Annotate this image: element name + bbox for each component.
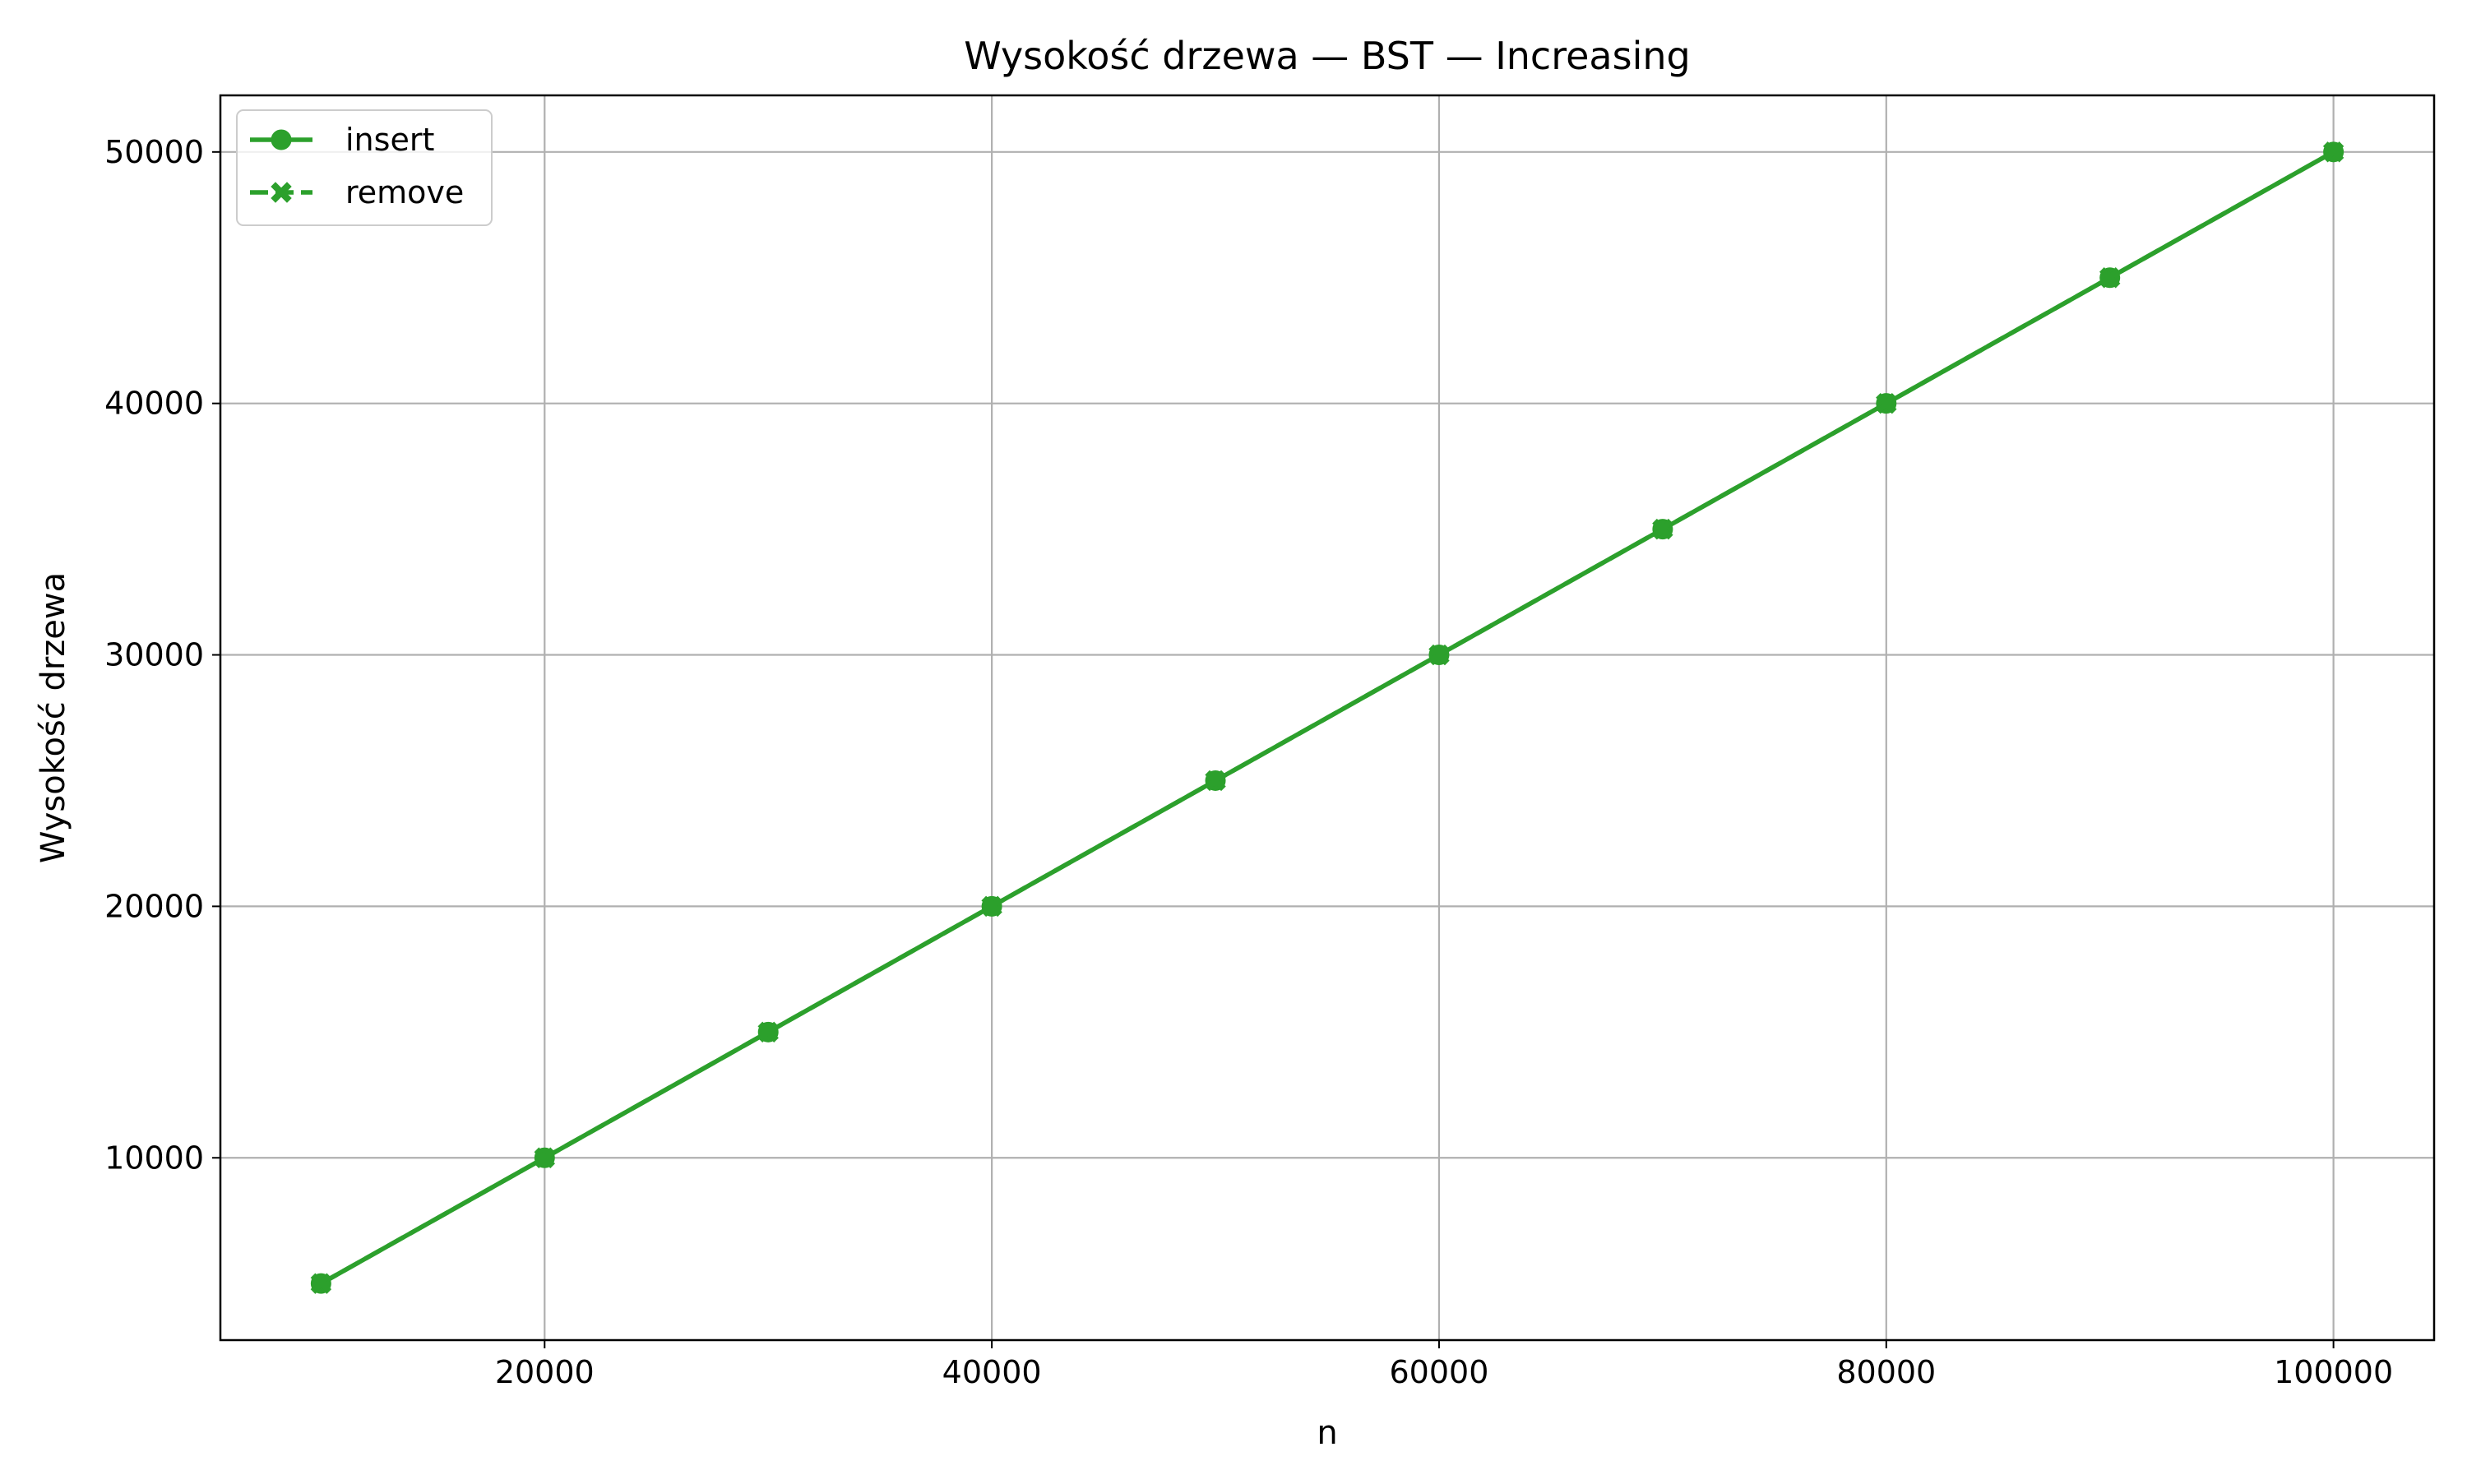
chart-title: Wysokość drzewa — BST — Increasing <box>964 34 1690 78</box>
data-point-remove <box>981 895 1002 918</box>
data-point-remove <box>2322 141 2344 163</box>
x-tick-label: 40000 <box>942 1354 1042 1390</box>
legend-item-insert: insert <box>250 122 434 158</box>
y-tick-label: 20000 <box>104 888 204 924</box>
data-point-remove <box>534 1147 555 1168</box>
x-axis-label: n <box>1317 1414 1337 1452</box>
legend-label: insert <box>345 122 434 158</box>
data-point-remove <box>1205 770 1226 792</box>
series-layer <box>310 141 2344 1294</box>
y-tick-label: 30000 <box>104 637 204 673</box>
legend-marker <box>271 182 292 203</box>
data-point-remove <box>310 1273 332 1294</box>
data-point-remove <box>2099 267 2121 289</box>
series-line-remove <box>320 150 2335 1286</box>
legend-label: remove <box>345 174 464 210</box>
series-remove <box>310 141 2344 1294</box>
y-axis-label: Wysokość drzewa <box>35 572 72 863</box>
legend: insert remove <box>236 109 493 226</box>
x-tick-label: 80000 <box>1836 1354 1936 1390</box>
data-point-remove <box>1652 518 1673 540</box>
y-tick-label: 40000 <box>104 386 204 422</box>
legend-item-remove: remove <box>250 174 464 210</box>
grid <box>220 95 2434 1340</box>
x-tick-label: 20000 <box>495 1354 595 1390</box>
plot-frame <box>219 94 2436 1342</box>
x-tick-label: 60000 <box>1390 1354 1489 1390</box>
data-point-remove <box>757 1021 779 1043</box>
ticks: 20000 40000 60000 80000 100000 10000 20000 3000… <box>104 134 2393 1390</box>
legend-marker <box>271 129 292 150</box>
y-tick-label: 50000 <box>104 134 204 170</box>
data-point-remove <box>1876 392 1897 414</box>
x-tick-label: 100000 <box>2274 1354 2393 1390</box>
y-tick-label: 10000 <box>104 1140 204 1176</box>
data-point-remove <box>1428 644 1450 666</box>
